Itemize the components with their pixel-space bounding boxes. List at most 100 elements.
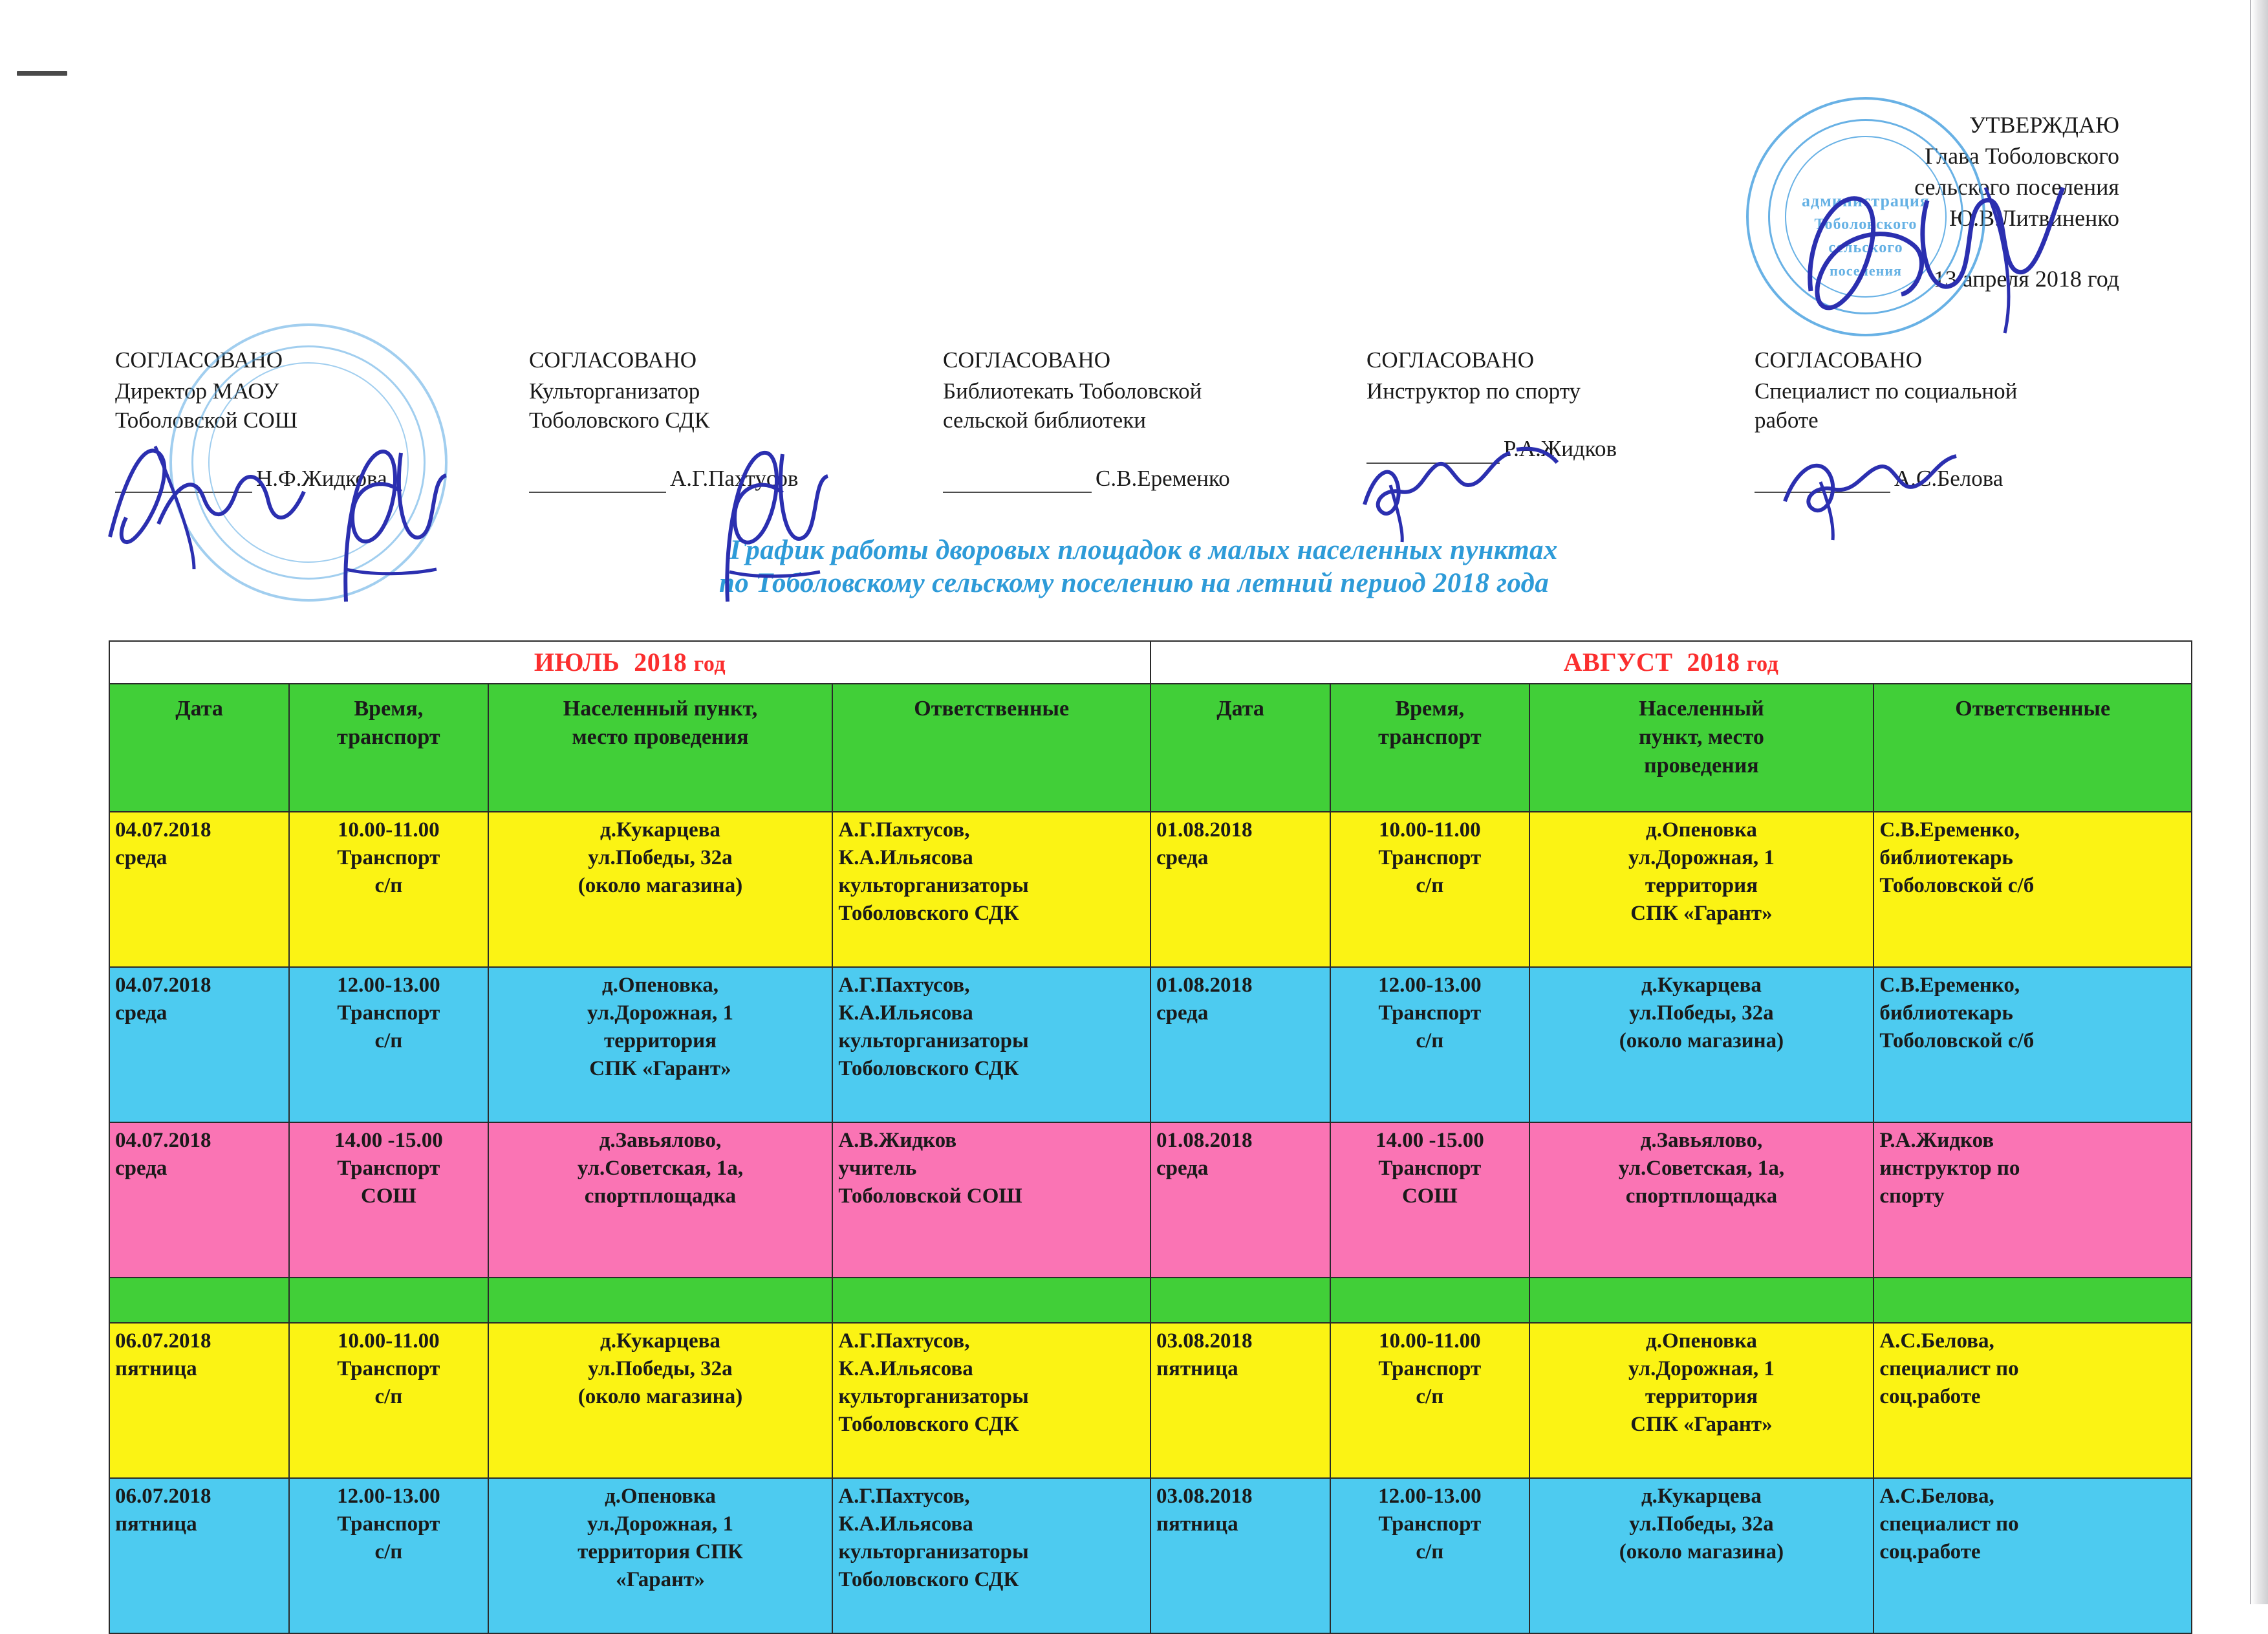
- cell-line: ул.Советская, 1а,: [1618, 1156, 1785, 1180]
- cell-line: Транспорт: [1378, 1156, 1482, 1180]
- cell-place-august: д.Кукарцева ул.Победы, 32а (около магазина…: [1528, 1477, 1875, 1634]
- cell-line: Транспорт: [337, 1156, 440, 1180]
- approval-role-line-1: Глава Тоболовского: [1925, 142, 2119, 169]
- schedule-table-body: 04.07.2018 среда 10.00-11.00 Транспорт с/п д.…: [108, 811, 2192, 1634]
- agreement-title: СОГЛАСОВАНО: [1366, 347, 1535, 373]
- cell-time-july: 14.00 -15.00 Транспорт СОШ: [288, 1122, 489, 1278]
- cell-line: с/п: [374, 1384, 403, 1408]
- cell-line: К.А.Ильясова: [838, 1356, 973, 1380]
- cell-place-july: д.Завьялово, ул.Советская, 1а, спортплощад…: [487, 1122, 834, 1278]
- approval-role-line-2: сельского поселения: [1914, 173, 2119, 200]
- month-header-row: ИЮЛЬ 2018 год АВГУСТ 2018 год: [109, 640, 2193, 684]
- cell-line: (около магазина): [1619, 1540, 1784, 1563]
- cell-line: культорганизаторы: [838, 1029, 1029, 1052]
- cell-line: СПК «Гарант»: [589, 1056, 731, 1080]
- cell-place-august: д.Завьялово, ул.Советская, 1а, спортплощад…: [1528, 1122, 1875, 1278]
- cell-line: 10.00-11.00: [1378, 1329, 1481, 1353]
- cell-time-august: 10.00-11.00 Транспорт с/п: [1330, 811, 1530, 968]
- schedule-table: ИЮЛЬ 2018 год АВГУСТ 2018 год Дата Время, …: [108, 640, 2193, 1634]
- cell-line: д.Кукарцева: [600, 1329, 720, 1353]
- cell-resp-august: А.С.Белова, специалист по соц.работе: [1873, 1322, 2192, 1479]
- cell-place-august: д.Кукарцева ул.Победы, 32а (около магазина…: [1528, 966, 1875, 1123]
- cell-line: 14.00 -15.00: [1375, 1129, 1484, 1152]
- cell-line: ул.Победы, 32а: [588, 1356, 733, 1380]
- agreement-title: СОГЛАСОВАНО: [529, 347, 697, 373]
- column-header-time-july: Время, транспорт: [288, 683, 489, 812]
- agreement-signer-name: А.Г.Пахтусов: [670, 465, 799, 491]
- column-header-place-august: Населенный пункт, место проведения: [1528, 683, 1875, 812]
- agreement-column-social-specialist: СОГЛАСОВАНО Специалист по социальной раб…: [1755, 345, 2168, 493]
- cell-line: 04.07.2018: [115, 818, 211, 842]
- cell-place-july: д.Опеновка, ул.Дорожная, 1 территория СПК «…: [487, 966, 834, 1123]
- column-header-responsible-july: Ответственные: [832, 683, 1151, 812]
- spacer-cell: [108, 1277, 290, 1324]
- document-title: График работы дворовых площадок в малых …: [0, 534, 2268, 600]
- cell-line: (около магазина): [578, 873, 743, 897]
- spacer-cell: [487, 1277, 834, 1324]
- agreement-signer-name: С.В.Еременко: [1096, 465, 1230, 491]
- agreement-role-line-1: Культорганизатор: [529, 378, 700, 404]
- cell-place-august: д.Опеновка ул.Дорожная, 1 территория СПК «Г…: [1528, 1322, 1875, 1479]
- cell-line: ул.Дорожная, 1: [587, 1512, 733, 1536]
- cell-line: 03.08.2018: [1156, 1485, 1253, 1508]
- cell-line: 12.00-13.00: [337, 1485, 440, 1508]
- agreement-role-line-2: Тоболовской СОШ: [115, 408, 298, 433]
- cell-date-july: 06.07.2018 пятница: [108, 1477, 290, 1634]
- schedule-table-container: ИЮЛЬ 2018 год АВГУСТ 2018 год Дата Время, …: [108, 640, 2193, 1634]
- cell-line: среда: [115, 1156, 167, 1180]
- cell-line: библиотекарь: [1879, 1001, 2013, 1025]
- cell-date-july: 06.07.2018 пятница: [108, 1322, 290, 1479]
- cell-line: С.В.Еременко,: [1879, 974, 2020, 997]
- cell-line: 04.07.2018: [115, 1129, 211, 1152]
- cell-line: А.Г.Пахтусов,: [838, 1329, 970, 1353]
- month-header-july: ИЮЛЬ 2018 год: [109, 640, 1151, 684]
- cell-line: Транспорт: [337, 1356, 440, 1380]
- cell-line: д.Кукарцева: [1641, 974, 1762, 997]
- agreement-signature-line: Р.А.Жидков: [1366, 434, 1755, 464]
- cell-line: Транспорт: [1378, 1512, 1482, 1536]
- cell-line: СПК «Гарант»: [1630, 1412, 1773, 1436]
- agreement-signature-line: А.С.Белова: [1755, 464, 2168, 493]
- spacer-cell: [1149, 1277, 1332, 1324]
- cell-resp-august: Р.А.Жидков инструктор по спорту: [1873, 1122, 2192, 1278]
- cell-line: д.Завьялово,: [1640, 1129, 1763, 1152]
- agreement-role-line-1: Директор МАОУ: [115, 378, 279, 404]
- month-name: АВГУСТ: [1563, 648, 1673, 677]
- cell-line: ул.Дорожная, 1: [1628, 1356, 1775, 1380]
- agreement-role-line-1: Инструктор по спорту: [1366, 378, 1581, 404]
- cell-line: с/п: [1416, 873, 1444, 897]
- cell-line: специалист по: [1879, 1356, 2019, 1380]
- cell-line: Тоболовского СДК: [838, 1412, 1019, 1436]
- cell-line: среда: [1156, 1001, 1209, 1025]
- cell-line: с/п: [374, 1029, 403, 1052]
- spacer-cell: [1873, 1277, 2192, 1324]
- cell-line: с/п: [1416, 1384, 1444, 1408]
- cell-line: К.А.Ильясова: [838, 1512, 973, 1536]
- cell-line: д.Опеновка: [1646, 1329, 1757, 1353]
- cell-resp-july: А.Г.Пахтусов, К.А.Ильясова культорганизато…: [832, 1322, 1151, 1479]
- cell-date-july: 04.07.2018 среда: [108, 966, 290, 1123]
- cell-place-july: д.Кукарцева ул.Победы, 32а (около магазина…: [487, 811, 834, 968]
- cell-line: 12.00-13.00: [1378, 1485, 1482, 1508]
- schedule-row: 06.07.2018 пятница 10.00-11.00 Транспорт с/п…: [108, 1322, 2192, 1479]
- cell-line: Тоболовского СДК: [838, 901, 1019, 925]
- agreement-signer-name: А.С.Белова: [1894, 465, 2003, 491]
- agreement-signer-name: Н.Ф.Жидкова: [256, 465, 387, 491]
- cell-time-july: 12.00-13.00 Транспорт с/п: [288, 1477, 489, 1634]
- cell-line: 03.08.2018: [1156, 1329, 1253, 1353]
- cell-time-july: 12.00-13.00 Транспорт с/п: [288, 966, 489, 1123]
- agreement-role-line-2: Тоболовского СДК: [529, 408, 710, 433]
- spacer-cell: [1528, 1277, 1875, 1324]
- cell-line: 10.00-11.00: [338, 818, 440, 842]
- agreement-column-librarian: СОГЛАСОВАНО Библиотекать Тоболовской сел…: [943, 345, 1366, 493]
- column-header-time-august: Время, транспорт: [1330, 683, 1530, 812]
- schedule-row: 06.07.2018 пятница 12.00-13.00 Транспорт с/п…: [108, 1477, 2192, 1634]
- cell-line: (около магазина): [1619, 1029, 1784, 1052]
- document-title-line-2: по Тоболовскому сельскому поселению на л…: [718, 567, 1549, 598]
- schedule-row: 04.07.2018 среда 14.00 -15.00 Транспорт СОШ д…: [108, 1122, 2192, 1278]
- signature-rule: [529, 472, 666, 493]
- cell-line: спортплощадка: [584, 1184, 737, 1208]
- approval-heading: УТВЕРЖДАЮ: [1969, 112, 2119, 138]
- cell-line: д.Кукарцева: [1641, 1485, 1762, 1508]
- cell-line: Р.А.Жидков: [1879, 1129, 1994, 1152]
